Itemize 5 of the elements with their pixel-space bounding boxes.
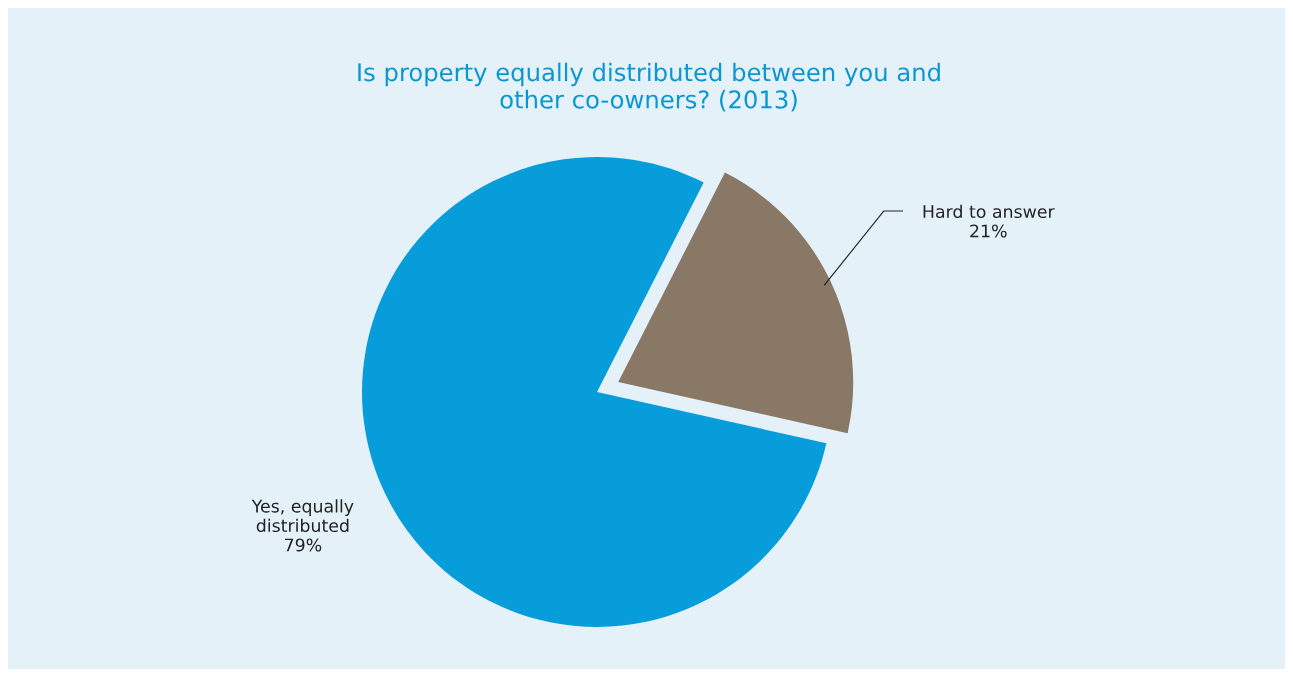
data-label: 21%: [970, 224, 1007, 238]
chart-title: Is property equally distributed between you and other co-owners? (2013): [358, 62, 940, 112]
slice-label: Yes, equally distributed: [251, 499, 354, 533]
slice-label: Hard to answer: [923, 204, 1055, 219]
data-label: 79%: [285, 538, 322, 552]
